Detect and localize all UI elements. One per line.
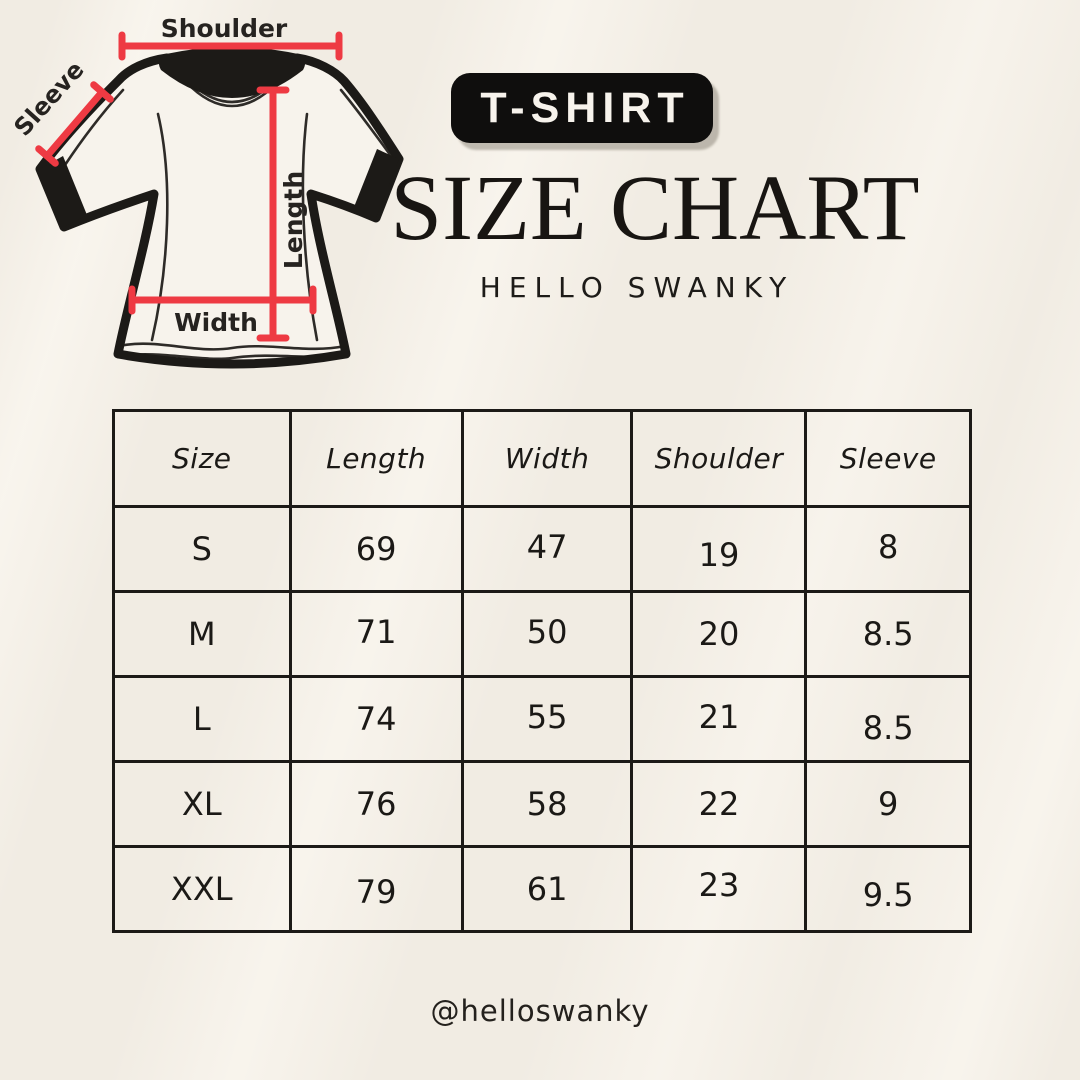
cell-shoulder: 22 xyxy=(630,760,808,848)
length-label: Length xyxy=(279,171,308,269)
cell-width: 58 xyxy=(460,760,634,848)
cell-length: 79 xyxy=(288,848,464,936)
right-cuff xyxy=(354,149,399,218)
hem-line-upper xyxy=(117,342,347,351)
cell-sleeve: 8.5 xyxy=(804,590,972,678)
left-body-fold xyxy=(150,112,169,342)
cell-shoulder: 20 xyxy=(630,590,808,678)
cell-sleeve: 9.5 xyxy=(804,851,972,939)
tshirt-diagram: Shoulder Sleeve Length Width xyxy=(9,14,404,369)
shoulder-label: Shoulder xyxy=(161,14,288,43)
cell-size: M xyxy=(112,590,292,678)
table-row: L 74 55 21 8.5 xyxy=(112,673,972,772)
table-header-row: Size Length Width Shoulder Sleeve xyxy=(112,409,972,508)
shoulder-measure-line xyxy=(118,31,343,61)
cell-sleeve: 8.5 xyxy=(804,684,972,772)
cell-width: 55 xyxy=(460,673,634,761)
social-handle: @helloswanky xyxy=(430,994,650,1028)
collar xyxy=(158,47,306,98)
cell-size: S xyxy=(112,505,292,593)
right-sleeve-seam xyxy=(339,88,393,158)
sleeve-measure-line xyxy=(35,81,114,167)
table-row: XL 76 58 22 9 xyxy=(112,760,972,848)
cell-shoulder: 19 xyxy=(630,511,808,599)
cell-length: 71 xyxy=(288,588,464,676)
table-row: S 69 47 19 8 xyxy=(112,503,972,599)
cell-sleeve: 8 xyxy=(804,503,972,591)
brand-subtitle: HELLO SWANKY xyxy=(479,271,795,304)
width-measure-line xyxy=(128,285,317,315)
cell-width: 61 xyxy=(460,845,634,933)
cell-width: 50 xyxy=(460,588,634,676)
col-header-sleeve: Sleeve xyxy=(804,409,972,508)
table-row: M 71 50 20 8.5 xyxy=(112,588,972,678)
col-header-shoulder: Shoulder xyxy=(630,409,808,508)
col-header-size: Size xyxy=(112,409,292,508)
table-row: XXL 79 61 23 9.5 xyxy=(112,841,972,939)
page-title: SIZE CHART xyxy=(390,157,920,260)
cell-length: 76 xyxy=(288,760,464,848)
product-badge: T-SHIRT xyxy=(451,73,713,143)
cell-sleeve: 9 xyxy=(804,760,972,848)
cell-shoulder: 21 xyxy=(630,673,808,761)
cell-size: XXL xyxy=(112,845,292,933)
left-cuff xyxy=(40,156,87,227)
cell-width: 47 xyxy=(460,503,634,591)
cell-size: XL xyxy=(112,760,292,848)
hem-line-lower xyxy=(117,353,347,361)
cell-shoulder: 23 xyxy=(630,841,808,929)
width-label: Width xyxy=(174,308,258,337)
size-table: Size Length Width Shoulder Sleeve S 69 4… xyxy=(112,409,972,939)
col-header-width: Width xyxy=(460,409,634,508)
cell-length: 69 xyxy=(288,505,464,593)
left-sleeve-seam xyxy=(63,88,125,167)
cell-size: L xyxy=(112,675,292,763)
col-header-length: Length xyxy=(288,409,464,508)
cell-length: 74 xyxy=(288,675,464,763)
product-badge-label: T-SHIRT xyxy=(480,83,690,132)
